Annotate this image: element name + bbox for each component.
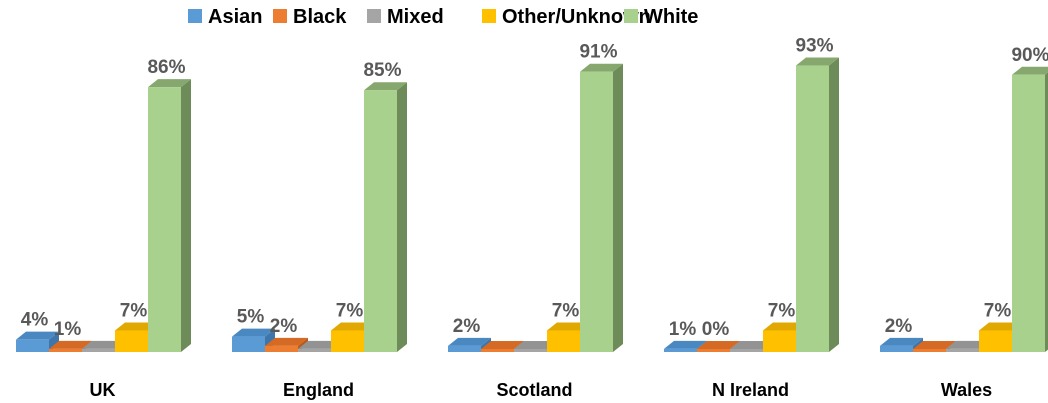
value-label-uk-other-unknown: 7% [120, 300, 148, 321]
value-label-wales-other-unknown: 7% [984, 300, 1012, 321]
legend-item-mixed: Mixed [367, 6, 444, 28]
value-label-scotland-white: 91% [579, 42, 617, 63]
category-label-n-ireland: N Ireland [712, 380, 789, 400]
category-label-england: England [283, 380, 354, 400]
category-label-scotland: Scotland [496, 380, 572, 400]
category-labels: UK England Scotland N Ireland Wales [90, 380, 993, 400]
value-label-uk-black: 1% [54, 319, 82, 340]
legend-swatch-mixed [367, 9, 381, 23]
bar-group-scotland [448, 63, 623, 352]
legend-label-black: Black [293, 6, 347, 28]
legend-item-black: Black [273, 6, 347, 28]
value-label-n-ireland-white: 93% [795, 36, 833, 57]
legend-label-other-unknown: Other/Unknown [502, 6, 651, 28]
value-label-scotland-other-unknown: 7% [552, 300, 580, 321]
legend-item-white: White [624, 6, 698, 28]
value-labels: 4% 1%7%86%5% 2%7%85%2%7%91%1% 0%7%93%2%7%90… [21, 36, 1048, 340]
legend-swatch-black [273, 9, 287, 23]
bar-n-ireland-white [796, 57, 839, 353]
value-label-n-ireland-black: 0% [702, 319, 730, 340]
bar-wales-white [1012, 66, 1048, 353]
category-label-uk: UK [90, 380, 116, 400]
legend-label-mixed: Mixed [387, 6, 444, 28]
bar-uk-asian [16, 331, 59, 352]
value-label-england-black: 2% [270, 316, 298, 337]
value-label-england-white: 85% [363, 60, 401, 81]
value-label-wales-asian: 2% [885, 316, 913, 337]
bar-group-england [232, 82, 407, 352]
value-label-uk-white: 86% [147, 57, 185, 78]
category-label-wales: Wales [941, 380, 992, 400]
value-label-wales-white: 90% [1011, 45, 1048, 66]
bar-scotland-white [580, 63, 623, 352]
value-label-england-other-unknown: 7% [336, 300, 364, 321]
bar-group-n-ireland [664, 57, 839, 353]
bars [16, 57, 1048, 353]
bar-n-ireland-other-unknown [763, 322, 806, 352]
legend-label-white: White [644, 6, 698, 28]
legend-label-asian: Asian [208, 6, 262, 28]
legend-item-asian: Asian [188, 6, 262, 28]
bar-uk-white [148, 79, 191, 353]
bar-england-asian [232, 328, 275, 352]
bar-england-white [364, 82, 407, 352]
value-label-n-ireland-other-unknown: 7% [768, 300, 796, 321]
legend-item-other-unknown: Other/Unknown [482, 6, 651, 28]
value-label-uk-asian: 4% [21, 310, 49, 331]
bar-group-uk [16, 79, 191, 353]
value-label-england-asian: 5% [237, 307, 265, 328]
legend-swatch-white [624, 9, 638, 23]
value-label-n-ireland-asian: 1% [669, 319, 697, 340]
bar-group-wales [880, 66, 1048, 353]
value-label-scotland-asian: 2% [453, 316, 481, 337]
legend-swatch-asian [188, 9, 202, 23]
legend-swatch-other-unknown [482, 9, 496, 23]
